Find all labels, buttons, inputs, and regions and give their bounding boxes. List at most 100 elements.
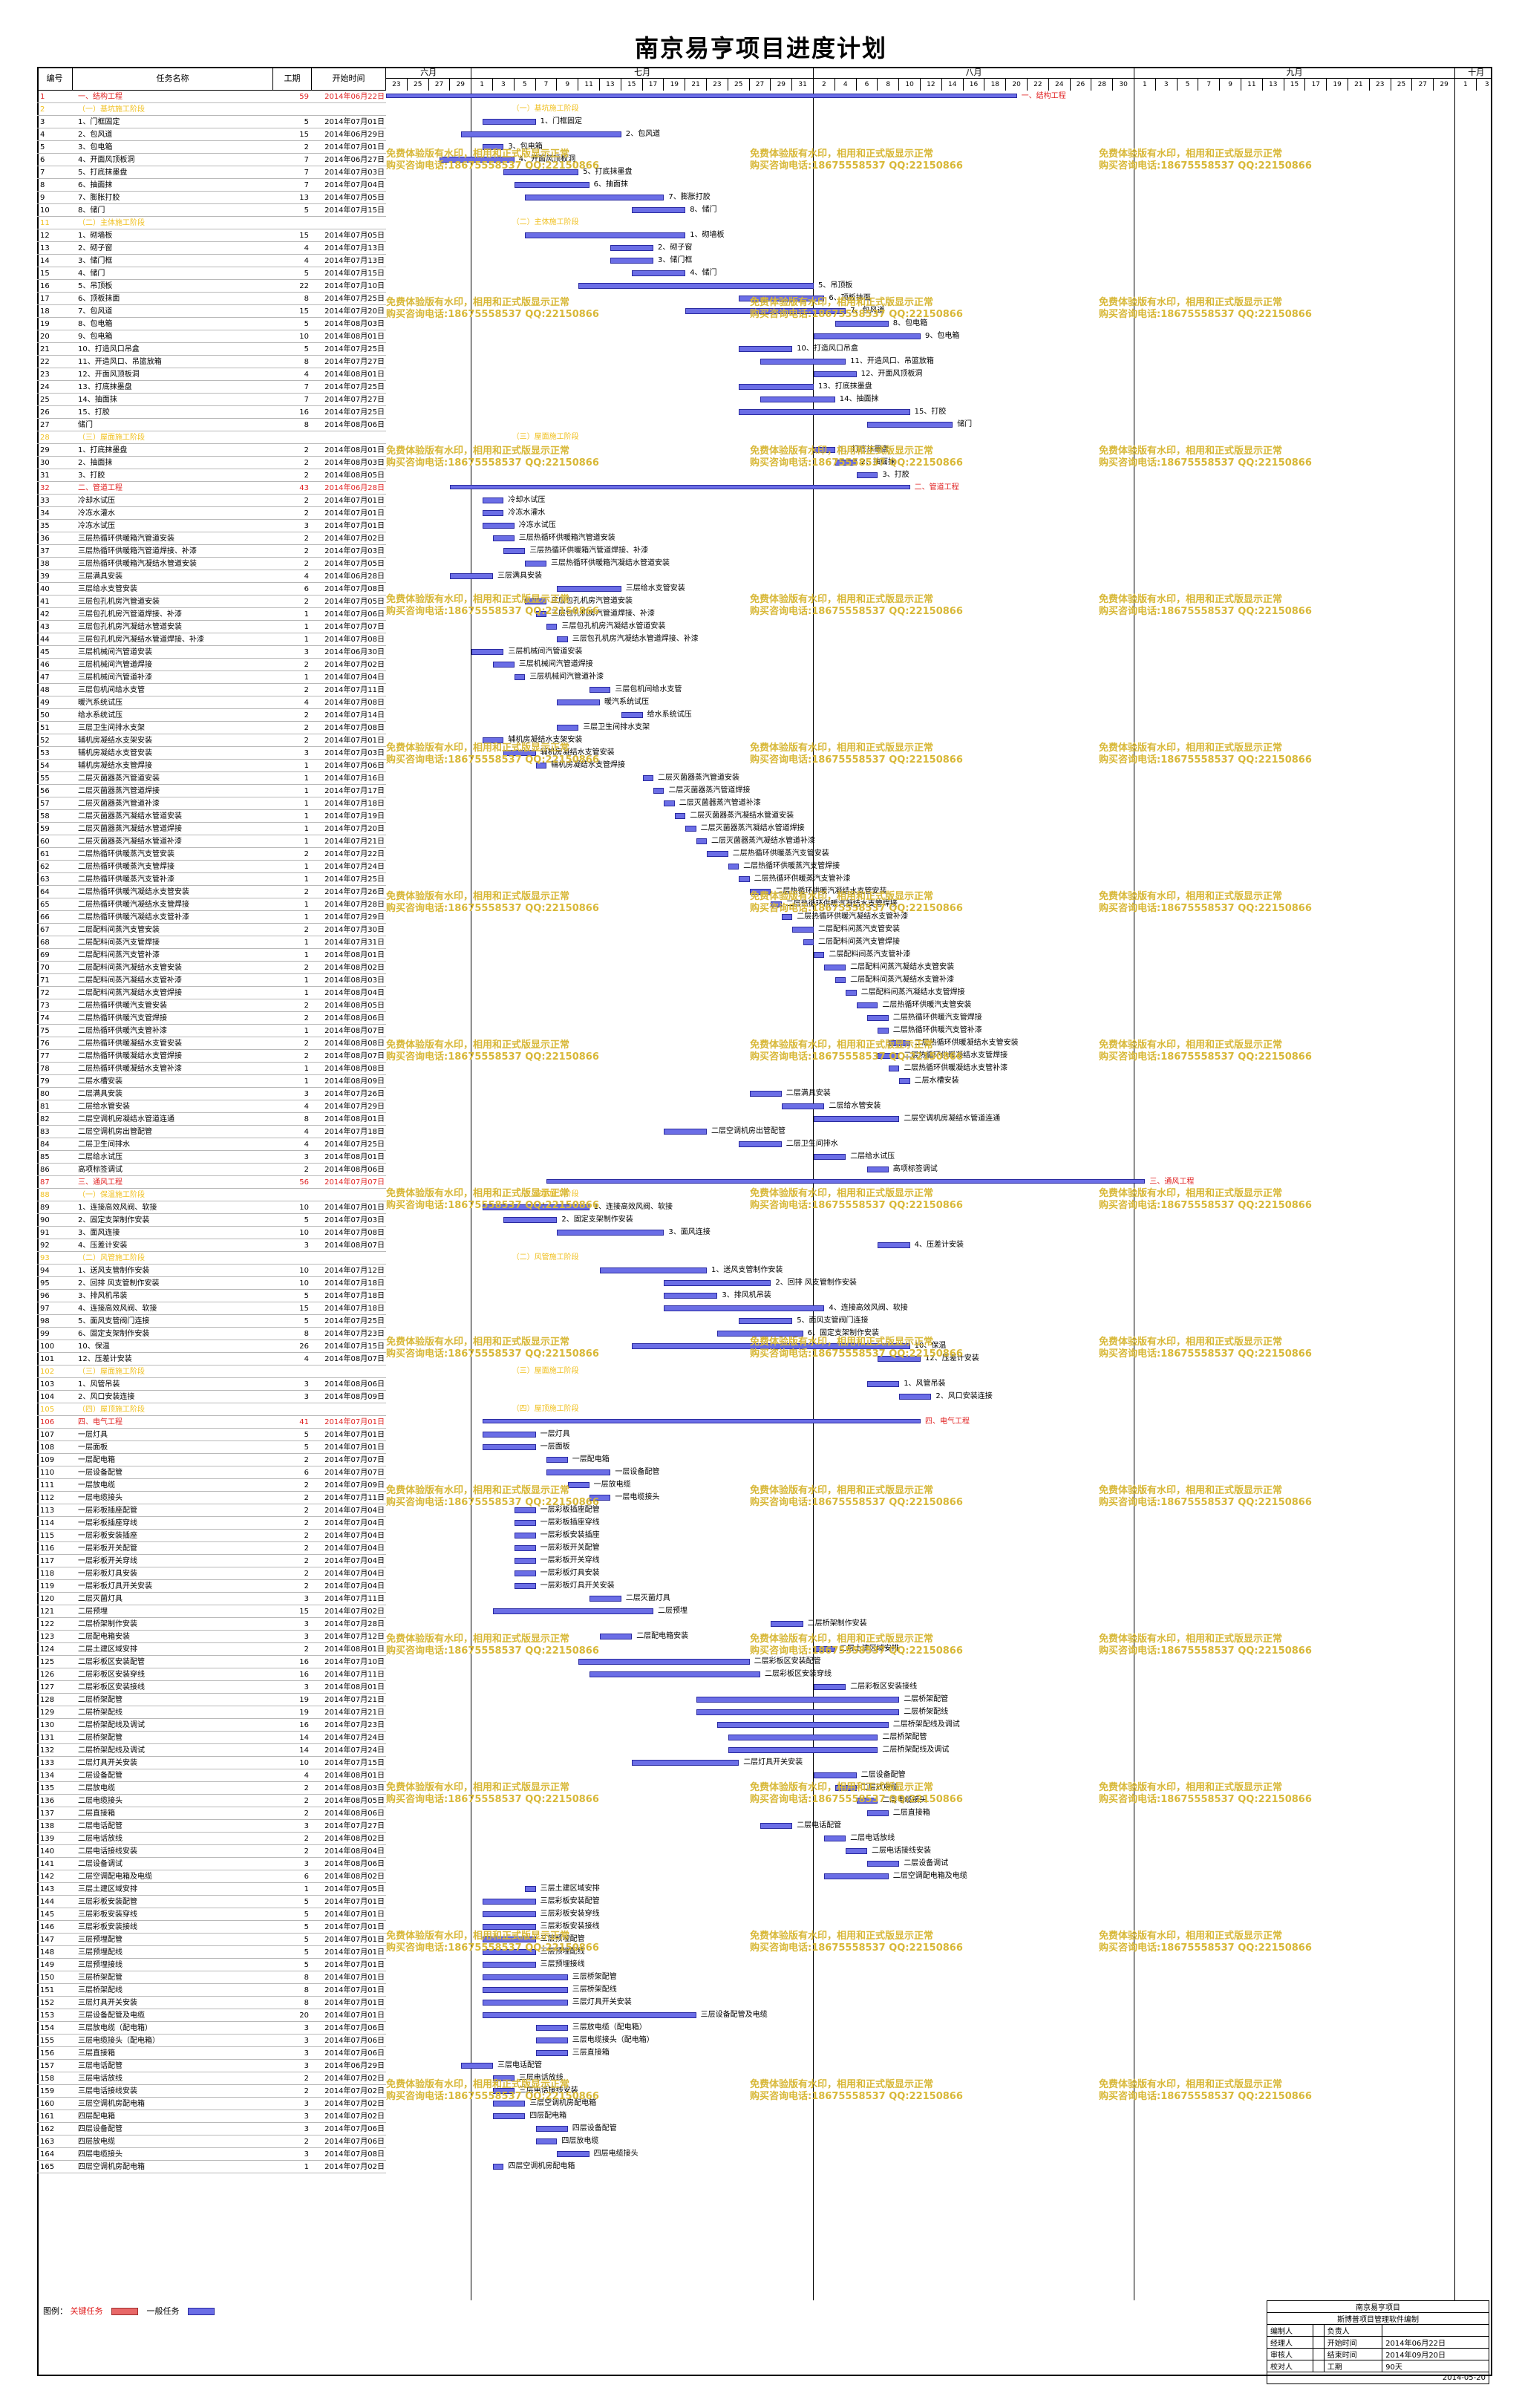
task-bar[interactable] <box>503 548 526 554</box>
task-bar[interactable] <box>557 1230 664 1236</box>
task-bar[interactable] <box>514 1545 536 1551</box>
task-bar[interactable] <box>482 510 504 516</box>
task-bar[interactable] <box>460 2063 493 2069</box>
task-bar[interactable] <box>792 927 814 933</box>
task-bar[interactable] <box>482 119 536 125</box>
task-bar[interactable] <box>696 1697 900 1703</box>
task-bar[interactable] <box>578 283 814 289</box>
task-bar[interactable] <box>600 1634 633 1639</box>
task-bar[interactable] <box>717 1722 889 1728</box>
task-bar[interactable] <box>899 1078 910 1084</box>
task-bar[interactable] <box>557 2151 589 2157</box>
task-bar[interactable] <box>814 1646 835 1652</box>
task-bar[interactable] <box>664 1280 771 1286</box>
task-bar[interactable] <box>739 1318 793 1324</box>
task-bar[interactable] <box>632 207 686 213</box>
task-bar[interactable] <box>503 169 579 175</box>
task-bar[interactable] <box>525 598 546 604</box>
task-bar[interactable] <box>493 662 515 668</box>
task-bar[interactable] <box>760 397 835 402</box>
task-bar[interactable] <box>814 1116 900 1122</box>
task-bar[interactable] <box>814 333 921 339</box>
task-bar[interactable] <box>867 1167 889 1172</box>
task-bar[interactable] <box>824 1873 889 1879</box>
task-bar[interactable] <box>835 460 857 466</box>
task-bar[interactable] <box>814 1772 857 1778</box>
task-bar[interactable] <box>824 1836 846 1841</box>
task-bar[interactable] <box>771 901 782 907</box>
task-bar[interactable] <box>888 1040 910 1046</box>
task-bar[interactable] <box>846 990 857 996</box>
task-bar[interactable] <box>578 1659 750 1665</box>
task-bar[interactable] <box>781 1103 825 1109</box>
task-bar[interactable] <box>824 965 846 970</box>
task-bar[interactable] <box>632 1760 739 1766</box>
task-bar[interactable] <box>482 1432 536 1438</box>
task-bar[interactable] <box>878 1356 921 1362</box>
task-bar[interactable] <box>514 1507 536 1513</box>
task-bar[interactable] <box>493 1608 653 1614</box>
task-bar[interactable] <box>653 788 664 794</box>
task-bar[interactable] <box>546 624 558 630</box>
task-bar[interactable] <box>471 649 504 655</box>
task-bar[interactable] <box>482 1936 536 1942</box>
task-bar[interactable] <box>856 1798 878 1804</box>
task-bar[interactable] <box>621 712 643 718</box>
task-bar[interactable] <box>739 296 825 301</box>
task-bar[interactable] <box>717 1331 803 1337</box>
task-bar[interactable] <box>482 737 504 743</box>
task-bar[interactable] <box>771 1621 803 1627</box>
task-bar[interactable] <box>535 611 546 617</box>
task-bar[interactable] <box>878 1242 910 1248</box>
task-bar[interactable] <box>856 472 878 478</box>
task-bar[interactable] <box>450 573 493 579</box>
task-bar[interactable] <box>814 1684 846 1690</box>
task-bar[interactable] <box>482 523 515 529</box>
task-bar[interactable] <box>535 2138 558 2144</box>
task-bar[interactable] <box>514 182 589 188</box>
task-bar[interactable] <box>632 1343 910 1349</box>
summary-bar[interactable] <box>546 1179 1146 1184</box>
task-bar[interactable] <box>728 1747 878 1753</box>
task-bar[interactable] <box>696 1709 900 1715</box>
task-bar[interactable] <box>632 270 686 276</box>
task-bar[interactable] <box>482 2000 568 2006</box>
task-bar[interactable] <box>664 800 675 806</box>
task-bar[interactable] <box>610 245 653 251</box>
task-bar[interactable] <box>749 889 771 895</box>
task-bar[interactable] <box>567 1482 589 1488</box>
task-bar[interactable] <box>685 308 846 314</box>
task-bar[interactable] <box>482 1987 568 1993</box>
task-bar[interactable] <box>760 1823 793 1829</box>
task-bar[interactable] <box>482 1924 536 1930</box>
task-bar[interactable] <box>739 1141 782 1147</box>
task-bar[interactable] <box>888 1066 900 1071</box>
task-bar[interactable] <box>814 447 835 453</box>
task-bar[interactable] <box>525 195 664 200</box>
task-bar[interactable] <box>440 157 515 163</box>
task-bar[interactable] <box>760 359 846 365</box>
task-bar[interactable] <box>482 2012 696 2018</box>
task-bar[interactable] <box>514 674 526 680</box>
task-bar[interactable] <box>557 725 579 731</box>
task-bar[interactable] <box>835 1785 857 1791</box>
task-bar[interactable] <box>856 1002 878 1008</box>
task-bar[interactable] <box>674 813 686 819</box>
task-bar[interactable] <box>664 1305 825 1311</box>
summary-bar[interactable] <box>386 94 1017 98</box>
task-bar[interactable] <box>514 1583 536 1589</box>
task-bar[interactable] <box>482 1911 536 1917</box>
task-bar[interactable] <box>589 1495 611 1501</box>
task-bar[interactable] <box>739 346 793 352</box>
task-bar[interactable] <box>557 699 600 705</box>
task-bar[interactable] <box>867 1015 889 1021</box>
task-bar[interactable] <box>482 1204 589 1210</box>
task-bar[interactable] <box>589 1671 760 1677</box>
task-bar[interactable] <box>482 1962 536 1968</box>
task-bar[interactable] <box>589 687 611 693</box>
task-bar[interactable] <box>525 561 546 567</box>
task-bar[interactable] <box>525 232 686 238</box>
task-bar[interactable] <box>493 2088 515 2094</box>
task-bar[interactable] <box>514 1533 536 1539</box>
task-bar[interactable] <box>493 2164 504 2170</box>
